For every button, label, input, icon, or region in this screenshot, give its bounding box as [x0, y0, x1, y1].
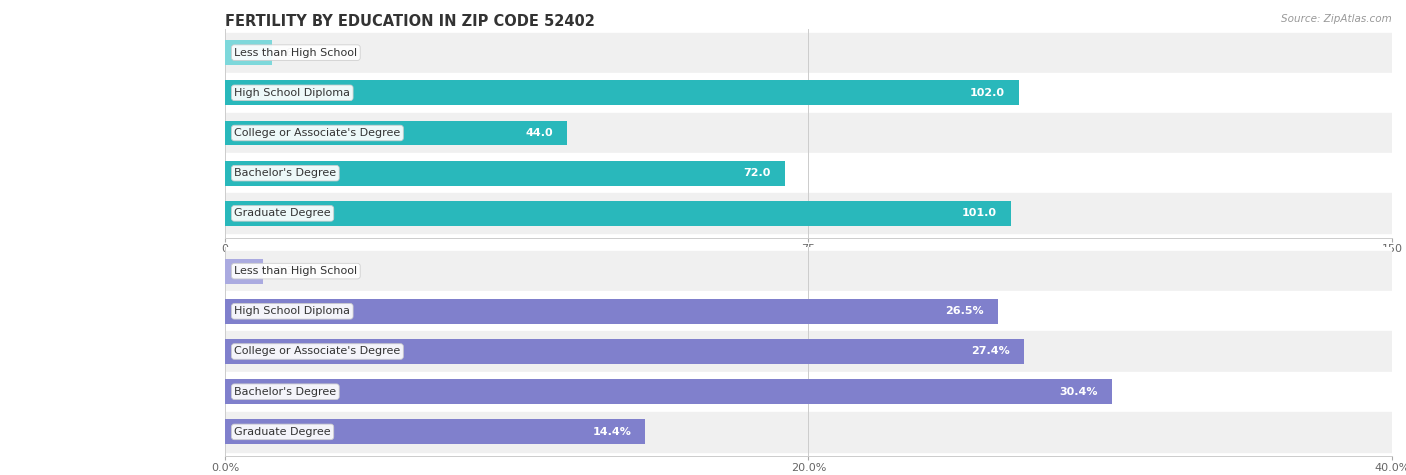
Text: FERTILITY BY EDUCATION IN ZIP CODE 52402: FERTILITY BY EDUCATION IN ZIP CODE 52402	[225, 14, 595, 29]
Bar	[225, 113, 1392, 153]
Text: 72.0: 72.0	[744, 168, 770, 178]
Text: 14.4%: 14.4%	[592, 427, 631, 437]
Text: 102.0: 102.0	[970, 88, 1004, 98]
Text: 1.3%: 1.3%	[277, 266, 305, 276]
Text: Bachelor's Degree: Bachelor's Degree	[235, 168, 336, 178]
Bar	[225, 32, 1392, 73]
Text: 26.5%: 26.5%	[945, 306, 984, 316]
Bar	[225, 161, 785, 186]
Bar	[225, 332, 1392, 371]
Text: College or Associate's Degree: College or Associate's Degree	[235, 128, 401, 138]
Bar	[225, 153, 1392, 193]
Bar	[225, 73, 1392, 113]
Text: 27.4%: 27.4%	[972, 346, 1011, 357]
Bar	[225, 339, 1025, 364]
Bar	[225, 193, 1392, 234]
Text: Graduate Degree: Graduate Degree	[235, 209, 330, 218]
Bar	[225, 40, 271, 65]
Text: Graduate Degree: Graduate Degree	[235, 427, 330, 437]
Text: Bachelor's Degree: Bachelor's Degree	[235, 387, 336, 397]
Text: High School Diploma: High School Diploma	[235, 88, 350, 98]
Bar	[225, 259, 263, 284]
Bar	[225, 121, 567, 145]
Text: Source: ZipAtlas.com: Source: ZipAtlas.com	[1281, 14, 1392, 24]
Bar	[225, 412, 1392, 452]
Text: Less than High School: Less than High School	[235, 48, 357, 57]
Text: College or Associate's Degree: College or Associate's Degree	[235, 346, 401, 357]
Text: 101.0: 101.0	[962, 209, 997, 218]
Text: High School Diploma: High School Diploma	[235, 306, 350, 316]
Text: 44.0: 44.0	[526, 128, 554, 138]
Bar	[225, 251, 1392, 291]
Text: Less than High School: Less than High School	[235, 266, 357, 276]
Bar	[225, 201, 1011, 226]
Text: 6.0: 6.0	[285, 48, 304, 57]
Bar	[225, 379, 1112, 404]
Bar	[225, 299, 998, 324]
Bar	[225, 419, 645, 444]
Text: 30.4%: 30.4%	[1059, 387, 1098, 397]
Bar	[225, 371, 1392, 412]
Bar	[225, 80, 1018, 105]
Bar	[225, 291, 1392, 332]
